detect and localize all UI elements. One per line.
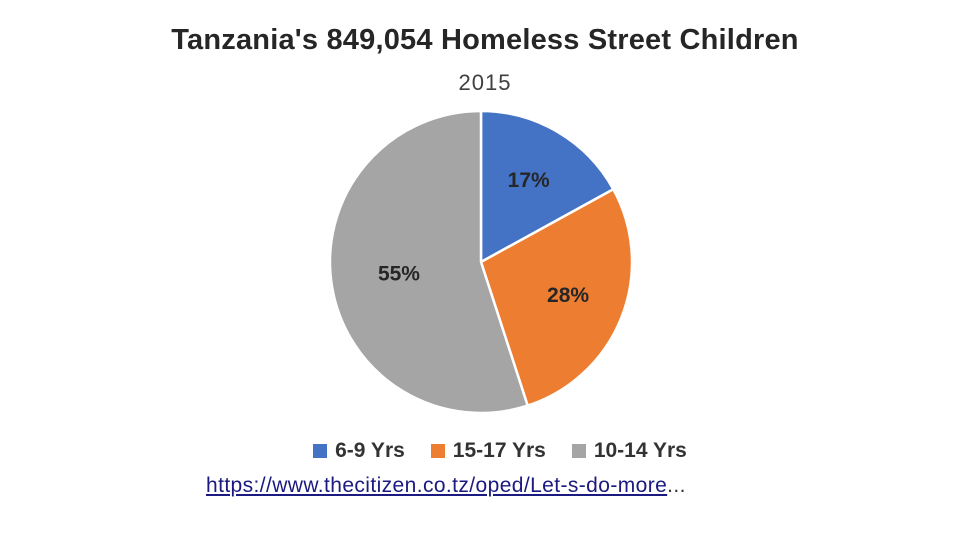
legend-swatch-10-14 xyxy=(571,444,586,458)
legend-item-10-14: 10-14 Yrs xyxy=(571,439,687,463)
pie-data-label-6-9-yrs: 17% xyxy=(508,169,550,192)
legend-label-15-17: 15-17 Yrs xyxy=(452,439,546,462)
legend-swatch-6-9 xyxy=(313,444,328,458)
source-ellipsis: ... xyxy=(667,474,686,497)
pie-slice-6-9-yrs xyxy=(479,109,615,264)
legend-label-6-9: 6-9 Yrs xyxy=(335,439,405,462)
chart-title: Tanzania's 849,054 Homeless Street Child… xyxy=(171,24,799,56)
pie-data-label-15-17-yrs: 28% xyxy=(547,284,589,307)
legend-item-6-9: 6-9 Yrs xyxy=(313,439,405,463)
legend-label-10-14: 10-14 Yrs xyxy=(593,439,687,462)
source-link[interactable]: https://www.thecitizen.co.tz/oped/Let-s-… xyxy=(206,474,668,497)
pie-data-label-10-14-yrs: 55% xyxy=(378,263,420,286)
source-citation: https://www.thecitizen.co.tz/oped/Let-s-… xyxy=(206,474,686,498)
pie-slice-15-17-yrs xyxy=(479,188,634,407)
legend-item-15-17: 15-17 Yrs xyxy=(430,439,546,463)
pie-slice-10-14-yrs xyxy=(328,109,529,415)
legend-swatch-15-17 xyxy=(430,444,445,458)
chart-subtitle: 2015 xyxy=(458,70,512,95)
chart-legend: 6-9 Yrs 15-17 Yrs 10-14 Yrs xyxy=(0,439,960,463)
